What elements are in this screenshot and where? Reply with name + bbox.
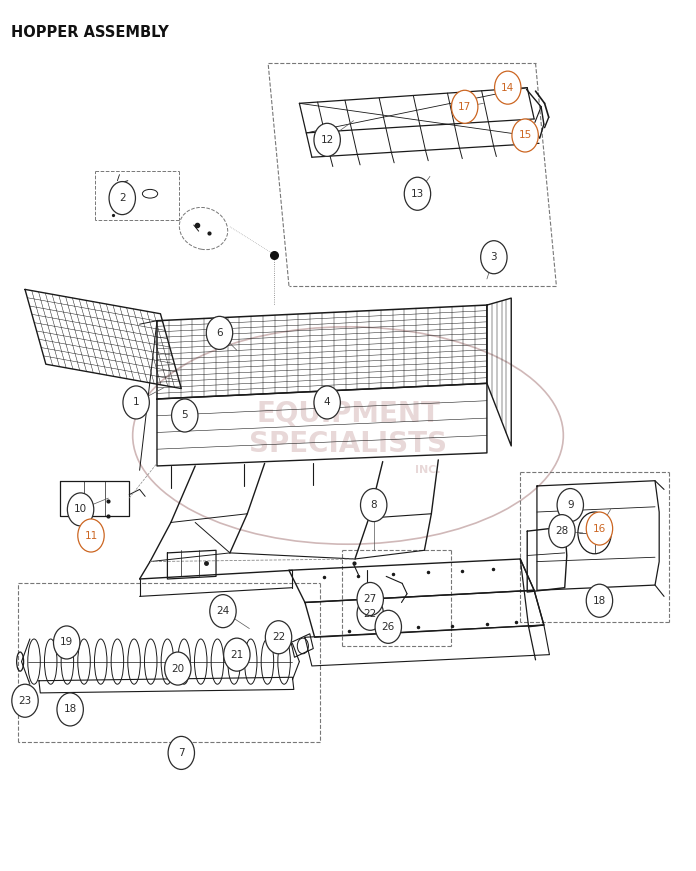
Text: HOPPER ASSEMBLY: HOPPER ASSEMBLY <box>11 25 169 40</box>
Text: 10: 10 <box>74 504 87 515</box>
Text: 4: 4 <box>324 397 331 408</box>
Text: 22: 22 <box>363 609 377 618</box>
Text: 2: 2 <box>119 193 125 203</box>
Text: 27: 27 <box>363 594 377 604</box>
Circle shape <box>452 91 478 124</box>
Text: 6: 6 <box>216 327 223 338</box>
Circle shape <box>168 736 194 769</box>
Circle shape <box>78 519 104 552</box>
Text: 17: 17 <box>458 102 471 111</box>
Text: 7: 7 <box>178 748 184 758</box>
Circle shape <box>206 316 232 349</box>
Text: 21: 21 <box>230 650 244 659</box>
Text: 1: 1 <box>133 397 139 408</box>
Circle shape <box>209 595 236 628</box>
Text: INC.: INC. <box>415 465 441 476</box>
Text: 24: 24 <box>216 606 230 616</box>
Circle shape <box>548 515 575 548</box>
Text: 9: 9 <box>567 500 574 510</box>
Text: 3: 3 <box>491 253 497 262</box>
Circle shape <box>314 386 340 419</box>
Circle shape <box>495 71 521 105</box>
Circle shape <box>223 638 250 672</box>
Text: 28: 28 <box>555 526 569 537</box>
Text: 12: 12 <box>321 135 334 145</box>
Circle shape <box>586 512 612 545</box>
Circle shape <box>265 621 292 654</box>
Circle shape <box>404 177 431 210</box>
Text: 18: 18 <box>63 705 77 714</box>
Text: 14: 14 <box>501 83 514 92</box>
Circle shape <box>109 181 136 214</box>
Text: 22: 22 <box>272 632 285 642</box>
Circle shape <box>557 489 583 522</box>
Text: 23: 23 <box>18 696 31 706</box>
Circle shape <box>172 399 198 432</box>
Circle shape <box>481 240 507 273</box>
Circle shape <box>357 598 383 631</box>
Text: 13: 13 <box>411 189 424 199</box>
Text: 15: 15 <box>519 131 532 140</box>
Text: 11: 11 <box>84 530 97 541</box>
Text: SPECIALISTS: SPECIALISTS <box>249 430 447 458</box>
Text: EQUIPMENT: EQUIPMENT <box>256 400 440 428</box>
Text: 19: 19 <box>60 638 73 647</box>
Circle shape <box>512 119 538 152</box>
Circle shape <box>57 693 84 726</box>
Circle shape <box>165 652 191 685</box>
Circle shape <box>54 626 80 659</box>
Text: 5: 5 <box>182 410 188 421</box>
Circle shape <box>314 124 340 157</box>
Text: 16: 16 <box>593 523 606 534</box>
Text: 20: 20 <box>171 664 184 673</box>
Circle shape <box>357 583 383 616</box>
Text: 18: 18 <box>593 596 606 605</box>
Circle shape <box>361 489 387 522</box>
Circle shape <box>586 584 612 618</box>
Text: 26: 26 <box>381 622 395 631</box>
Text: 8: 8 <box>370 500 377 510</box>
Circle shape <box>375 611 402 644</box>
Circle shape <box>123 386 150 419</box>
Circle shape <box>68 493 94 526</box>
Circle shape <box>12 685 38 717</box>
